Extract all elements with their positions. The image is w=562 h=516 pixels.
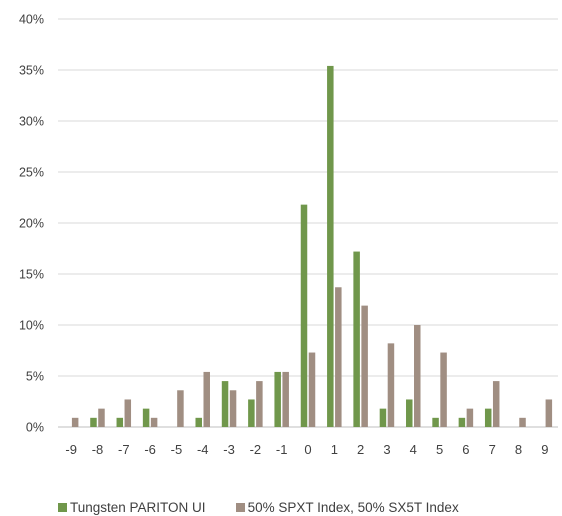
bar-series-2 (440, 352, 447, 427)
bar-series-1 (142, 408, 150, 427)
x-tick-label: 3 (383, 442, 390, 457)
legend-label-series-2: 50% SPXT Index, 50% SX5T Index (247, 499, 459, 515)
bar-series-1 (300, 204, 308, 427)
bar-series-1 (195, 417, 202, 427)
x-tick-label: 8 (515, 442, 522, 457)
bar-series-2 (203, 371, 210, 427)
bar-series-2 (335, 287, 342, 427)
x-tick-label: 4 (410, 442, 417, 457)
legend-swatch-series-2 (235, 502, 245, 512)
bar-series-1 (90, 417, 97, 427)
bar-series-1 (116, 417, 124, 427)
gridlines (58, 18, 558, 428)
legend-item-series-2: 50% SPXT Index, 50% SX5T Index (235, 499, 459, 515)
bar-series-2 (308, 352, 316, 427)
x-tick-label: 0 (304, 442, 311, 457)
bar-series-1 (432, 417, 439, 427)
x-tick-label: -7 (118, 442, 130, 457)
legend-item-series-1: Tungsten PARITON UI (58, 500, 206, 515)
x-tick-label: 5 (436, 442, 443, 457)
x-axis-ticks: -9 -8 -7 -6 -5 -4 -3 -2 -1 0 1 2 3 4 5 6 7 8 9 (65, 442, 548, 457)
x-tick-label: 9 (541, 442, 548, 457)
bar-series-2 (361, 305, 368, 427)
legend-swatch-series-1 (58, 502, 67, 512)
y-tick-label: 20% (19, 217, 44, 231)
bar-series-2 (519, 417, 526, 427)
bars (71, 65, 553, 428)
y-axis-ticks: 0% 5% 10% 15% 20% 25% 30% 35% 40% (19, 13, 44, 435)
x-tick-label: 6 (462, 442, 469, 457)
x-tick-label: -2 (250, 442, 262, 457)
y-tick-label: 30% (19, 115, 44, 129)
bar-series-2 (256, 381, 263, 427)
bar-series-2 (545, 399, 553, 427)
y-tick-label: 35% (19, 64, 44, 78)
legend-label-series-1: Tungsten PARITON UI (70, 499, 206, 515)
bar-series-1 (484, 408, 492, 427)
bar-series-1 (458, 417, 466, 427)
y-tick-label: 25% (19, 166, 44, 180)
bar-series-1 (221, 381, 229, 427)
bar-series-1 (248, 399, 255, 427)
bar-series-2 (387, 343, 395, 427)
x-tick-label: -8 (92, 442, 104, 457)
x-tick-label: -5 (171, 442, 183, 457)
bar-series-2 (229, 390, 237, 427)
y-tick-label: 5% (26, 370, 44, 384)
bar-series-1 (406, 399, 413, 427)
bar-series-2 (466, 408, 474, 427)
bar-series-1 (379, 408, 387, 427)
bar-series-2 (492, 381, 500, 427)
x-tick-label: 1 (331, 442, 338, 457)
x-tick-label: -4 (197, 442, 209, 457)
histogram-chart: 0% 5% 10% 15% 20% 25% 30% 35% 40% -9 -8 -7 -6 -5 -4 -3… (19, 13, 558, 457)
y-tick-label: 15% (19, 268, 44, 282)
bar-series-2 (177, 390, 184, 427)
x-tick-label: -3 (223, 442, 235, 457)
y-tick-label: 0% (26, 421, 44, 435)
bar-series-1 (327, 65, 334, 428)
x-tick-label: -6 (144, 442, 156, 457)
bar-series-2 (282, 371, 289, 427)
legend: Tungsten PARITON UI 50% SPXT Index, 50% … (58, 498, 459, 516)
bar-series-1 (274, 371, 281, 427)
bar-series-2 (414, 325, 421, 427)
bar-series-2 (150, 417, 158, 427)
bar-series-2 (98, 408, 105, 427)
y-tick-label: 10% (19, 319, 44, 333)
bar-series-2 (71, 417, 79, 427)
x-tick-label: 7 (489, 442, 496, 457)
x-tick-label: -1 (276, 442, 288, 457)
x-tick-label: -9 (65, 442, 77, 457)
y-tick-label: 40% (19, 13, 44, 27)
x-tick-label: 2 (357, 442, 364, 457)
bar-series-1 (353, 251, 360, 427)
bar-series-2 (124, 399, 132, 427)
